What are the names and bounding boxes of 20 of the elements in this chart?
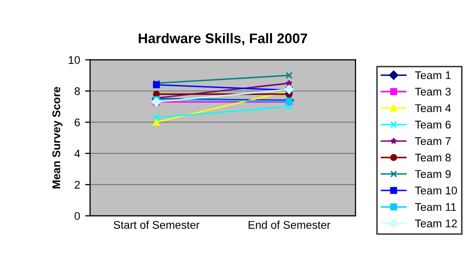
y-tick-label: 0 bbox=[74, 212, 80, 220]
x-tick-label: Start of Semester bbox=[114, 220, 200, 229]
y-tick-label: 4 bbox=[74, 150, 80, 158]
chart-title: Hardware Skills, Fall 2007 bbox=[138, 33, 308, 46]
y-axis-title: Mean Survey Score bbox=[52, 86, 62, 188]
legend-label: Team 10 bbox=[415, 186, 457, 194]
x-tick-label: End of Semester bbox=[248, 220, 330, 229]
y-tick-label: 8 bbox=[74, 87, 80, 96]
legend-label: Team 6 bbox=[415, 120, 451, 129]
legend-label: Team 9 bbox=[415, 170, 451, 178]
y-tick-label: 2 bbox=[74, 180, 80, 189]
y-tick-label: 10 bbox=[68, 56, 80, 64]
legend-label: Team 1 bbox=[415, 71, 451, 80]
y-tick-label: 6 bbox=[74, 118, 80, 126]
legend-label: Team 12 bbox=[415, 220, 457, 228]
legend-label: Team 3 bbox=[415, 88, 451, 96]
legend-label: Team 8 bbox=[415, 154, 451, 162]
legend-label: Team 11 bbox=[415, 203, 456, 211]
legend-label: Team 4 bbox=[415, 104, 451, 112]
legend-label: Team 7 bbox=[415, 137, 451, 146]
